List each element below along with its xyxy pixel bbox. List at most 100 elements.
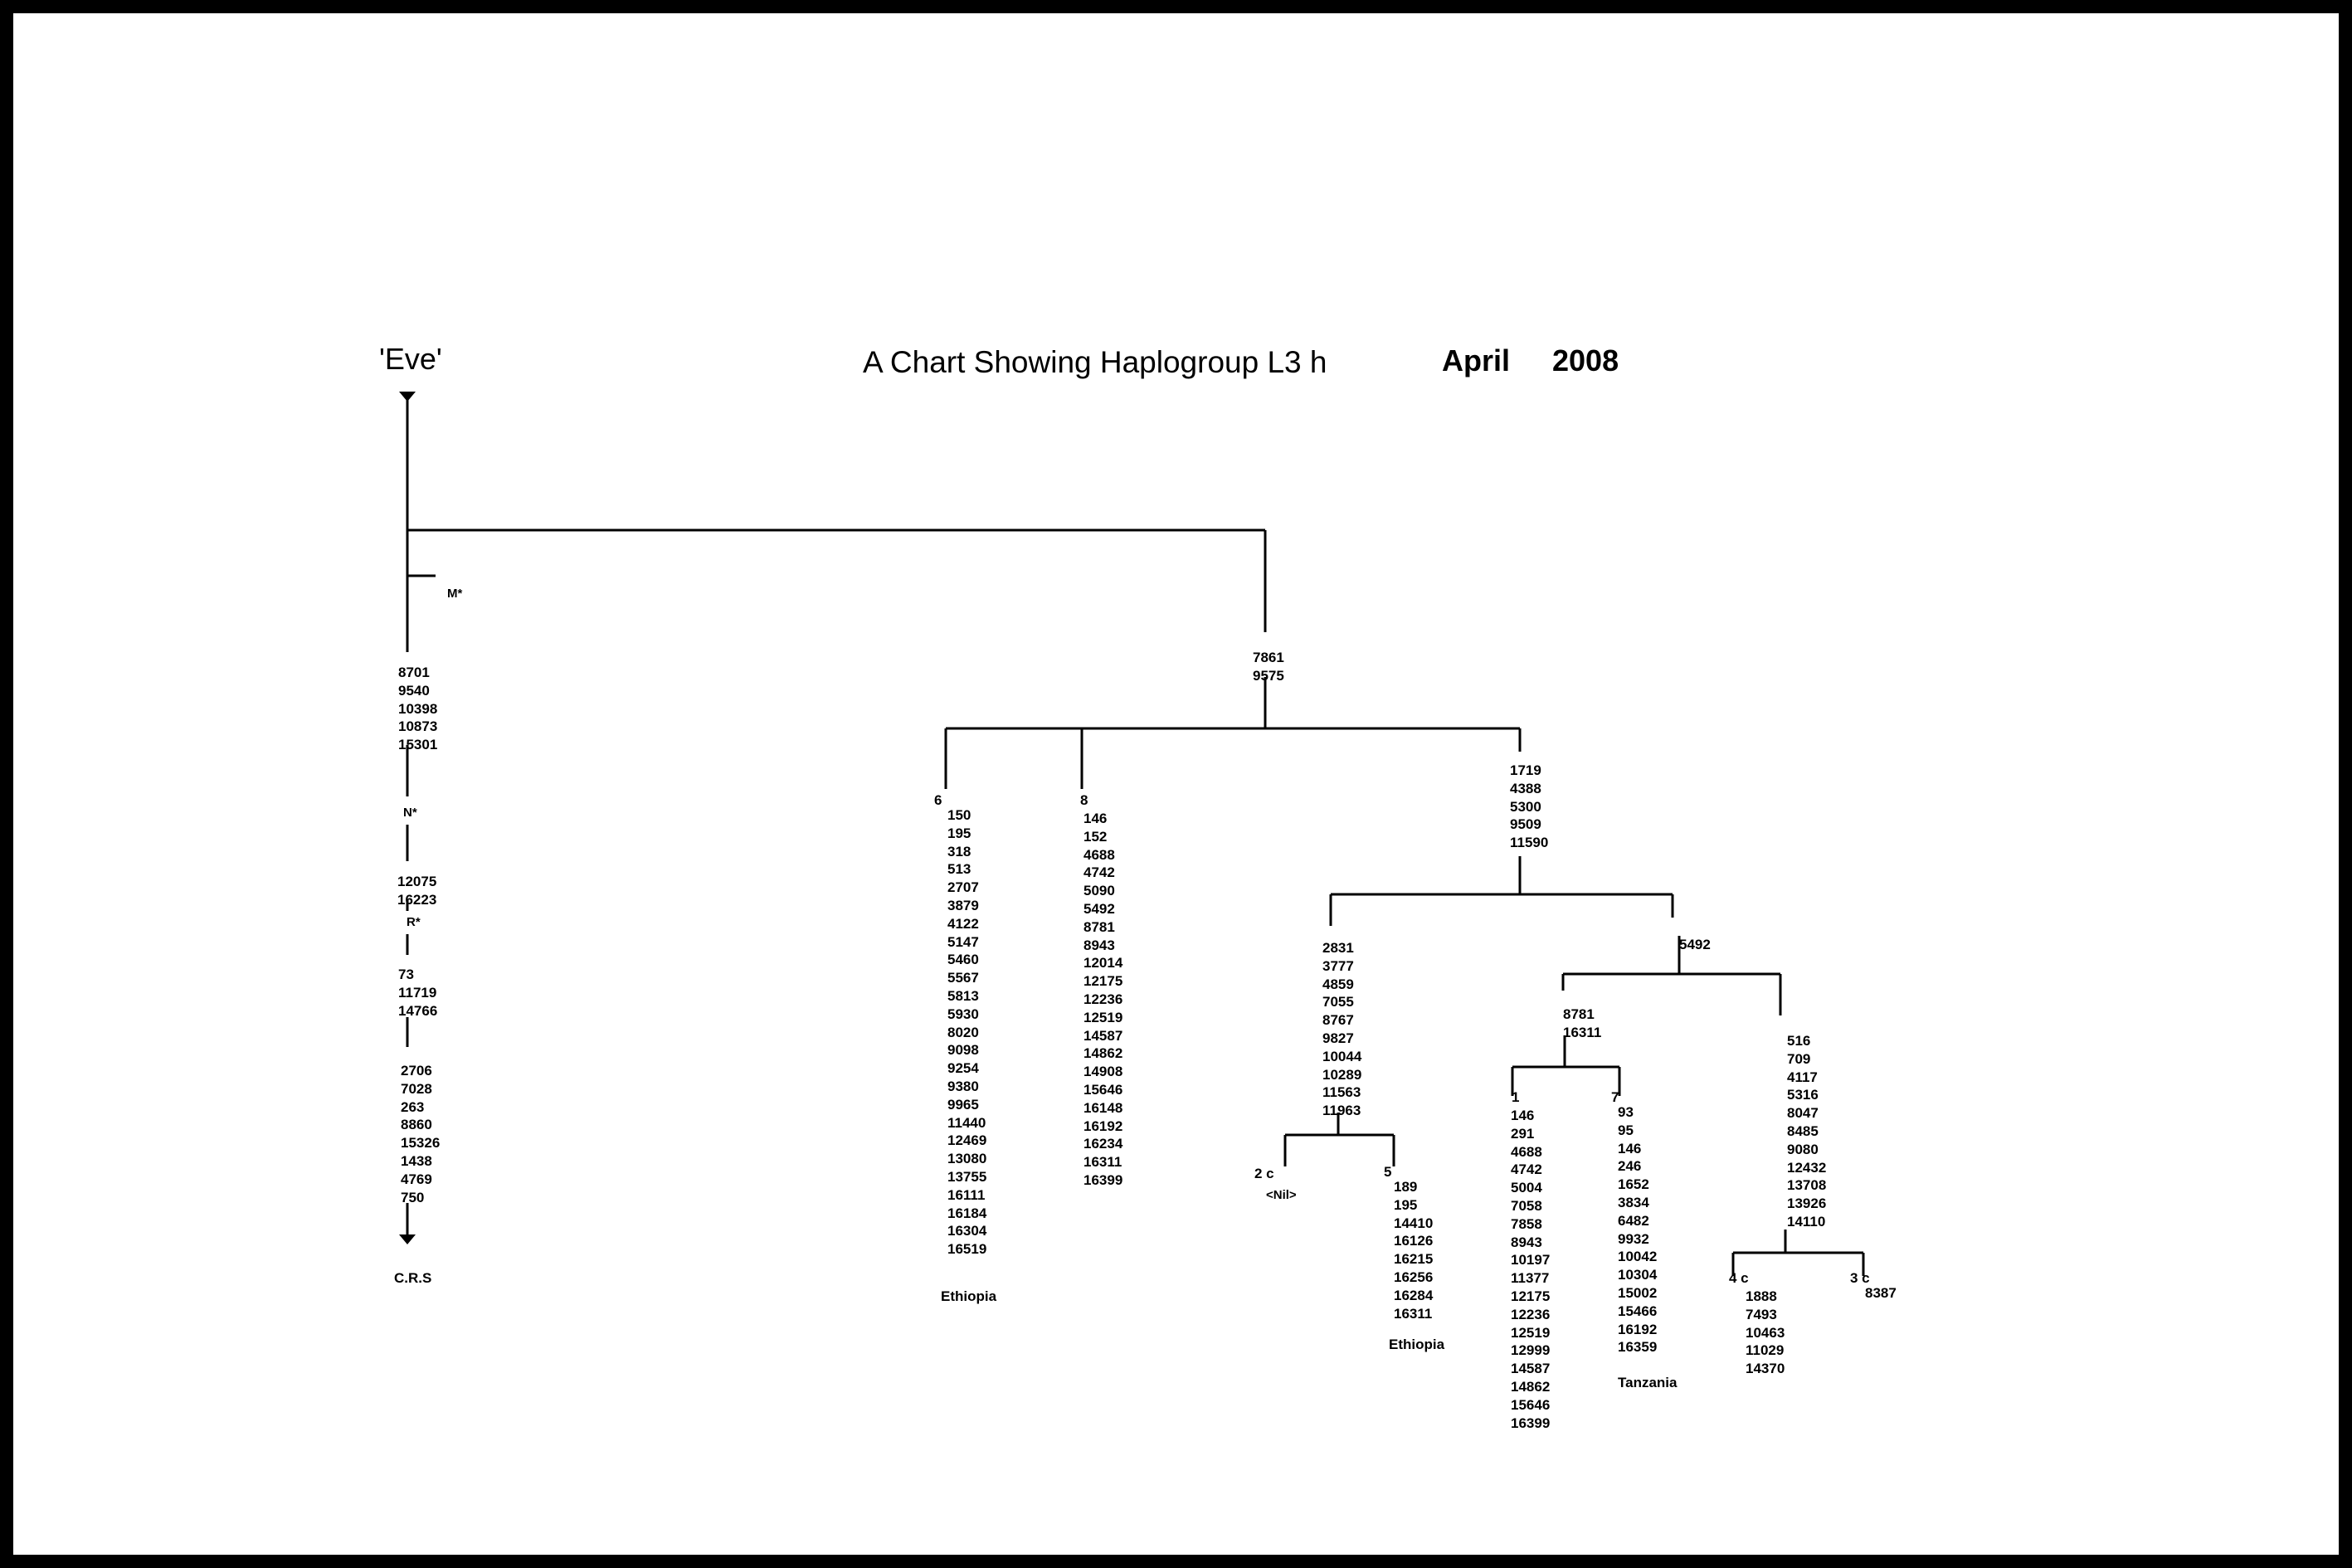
mutation-position: 189 [1394, 1179, 1418, 1195]
trunk-seg2-mutations: 12075 16223 [397, 873, 436, 909]
mutation-position: 16111 [947, 1186, 986, 1203]
mutation-position: 5460 [947, 952, 979, 968]
mutation-position: 8781 [1083, 918, 1115, 935]
mutation-position: 9380 [947, 1078, 979, 1094]
branch6-region: Ethiopia [941, 1288, 997, 1304]
mutation-position: 13708 [1787, 1177, 1827, 1194]
mutation-position: 4742 [1511, 1161, 1542, 1178]
mutation-position: 10398 [398, 700, 438, 717]
mutation-position: 15002 [1618, 1284, 1658, 1301]
mutation-position: 16223 [397, 891, 437, 908]
mutation-position: 1888 [1746, 1288, 1777, 1304]
mutation-position: 13080 [947, 1151, 987, 1167]
mutation-position: 16184 [947, 1205, 987, 1221]
branch6-count: 6 [934, 792, 942, 808]
mutation-position: 5813 [947, 987, 979, 1004]
mutation-position: 10463 [1746, 1324, 1785, 1341]
mutation-position: 7858 [1511, 1215, 1542, 1232]
mutation-position: 14862 [1511, 1378, 1551, 1395]
mutation-position: 8781 [1563, 1006, 1595, 1022]
branch8-mutations: 146 152 4688 4742 5090 5492 8781 8943 12014 12175… [1083, 810, 1122, 1190]
mutation-position: 12014 [1083, 955, 1123, 971]
mutation-position: 2706 [401, 1063, 432, 1079]
mutation-position: 195 [1394, 1196, 1418, 1213]
date-year: 2008 [1552, 343, 1619, 377]
mutation-position: 14370 [1746, 1361, 1785, 1377]
mutation-position: 16311 [1394, 1305, 1433, 1322]
tree-lines [399, 392, 1865, 1276]
right-sub-mutation: 5492 [1679, 937, 1711, 952]
mutation-position: 750 [401, 1189, 425, 1205]
mutation-position: 16399 [1511, 1415, 1551, 1431]
mutation-position: 14410 [1394, 1215, 1434, 1231]
mutation-position: 15326 [401, 1135, 441, 1152]
mutation-position: 10044 [1322, 1048, 1362, 1064]
mutation-position: 9965 [947, 1096, 979, 1113]
mutation-position: 8701 [398, 665, 430, 680]
mutation-position: 12175 [1083, 973, 1123, 990]
mutation-position: 12236 [1511, 1306, 1551, 1322]
mutation-position: 5316 [1787, 1087, 1819, 1103]
mutation-position: 11963 [1322, 1103, 1361, 1119]
chart-canvas: 'Eve' A Chart Showing Haplogroup L3 h Ap… [13, 13, 2339, 1555]
mutation-position: 16284 [1394, 1287, 1434, 1303]
mutation-position: 3879 [947, 897, 979, 913]
n-star-label: N* [403, 806, 417, 820]
branch8-count: 8 [1080, 792, 1088, 808]
root-label: 'Eve' [379, 342, 442, 376]
mutation-position: 12999 [1511, 1342, 1551, 1359]
mutation-position: 8047 [1787, 1105, 1819, 1122]
mutation-position: 5492 [1083, 900, 1115, 917]
sub-b-mutations: 516 709 4117 5316 8047 8485 9080 12432 13708 1392… [1787, 1032, 1826, 1231]
mutation-position: 516 [1787, 1033, 1811, 1049]
mutation-position: 9932 [1618, 1230, 1649, 1247]
mutation-position: 1652 [1618, 1176, 1649, 1193]
branch2c-note: <Nil> [1266, 1188, 1297, 1202]
mutation-position: 513 [947, 861, 971, 878]
mutation-position: 15646 [1511, 1396, 1551, 1413]
mutation-position: 146 [1083, 811, 1108, 826]
mutation-position: 152 [1083, 828, 1108, 845]
mutation-position: 16126 [1394, 1233, 1434, 1249]
branch5-region: Ethiopia [1389, 1337, 1445, 1352]
mutation-position: 1438 [401, 1152, 432, 1169]
mutation-position: 11440 [947, 1114, 986, 1131]
trunk-seg1-mutations: 8701 9540 10398 10873 15301 [398, 664, 437, 754]
branch5-count: 5 [1384, 1164, 1392, 1180]
mutation-position: 146 [1511, 1108, 1535, 1123]
left-sub-mutations: 2831 3777 4859 7055 8767 9827 10044 10289 11563 1… [1322, 939, 1361, 1120]
mutation-position: 15466 [1618, 1303, 1658, 1319]
mutation-position: 195 [947, 825, 971, 841]
mutation-position: 4769 [401, 1171, 432, 1187]
mutation-position: 11590 [1510, 835, 1549, 851]
mutation-position: 15646 [1083, 1081, 1123, 1098]
mutation-position: 11377 [1511, 1270, 1550, 1287]
trunk-seg4-mutations: 2706 7028 263 8860 15326 1438 4769 750 [401, 1062, 440, 1206]
branch7-mutations: 93 95 146 246 1652 3834 6482 9932 10042 10304 1500… [1618, 1103, 1657, 1356]
r-star-label: R* [407, 915, 421, 929]
mutation-position: 10197 [1511, 1252, 1551, 1269]
mutation-position: 5090 [1083, 883, 1115, 899]
mutation-position: 5567 [947, 970, 979, 986]
mutation-position: 7058 [1511, 1197, 1542, 1214]
mutation-position: 16256 [1394, 1269, 1434, 1285]
mutation-position: 93 [1618, 1104, 1634, 1120]
crs-label: C.R.S [394, 1270, 432, 1286]
mutation-position: 9827 [1322, 1030, 1354, 1046]
mutation-position: 14587 [1511, 1361, 1551, 1377]
branch1-count: 1 [1512, 1089, 1520, 1105]
mutation-position: 8767 [1322, 1012, 1354, 1029]
branch1-mutations: 146 291 4688 4742 5004 7058 7858 8943 10197 11377… [1511, 1107, 1550, 1432]
mutation-position: 14862 [1083, 1045, 1123, 1062]
mutation-position: 16192 [1083, 1118, 1123, 1134]
mutation-position: 5930 [947, 1006, 979, 1022]
mutation-position: 146 [1618, 1140, 1642, 1157]
branch7-count: 7 [1611, 1089, 1619, 1105]
mutation-position: 12469 [947, 1132, 987, 1149]
mutation-position: 8943 [1083, 937, 1115, 953]
root-arrowhead [399, 392, 416, 402]
mutation-position: 95 [1618, 1122, 1634, 1138]
mutation-position: 14587 [1083, 1027, 1123, 1044]
mutation-position: 1719 [1510, 762, 1541, 778]
mutation-position: 7028 [401, 1080, 432, 1097]
